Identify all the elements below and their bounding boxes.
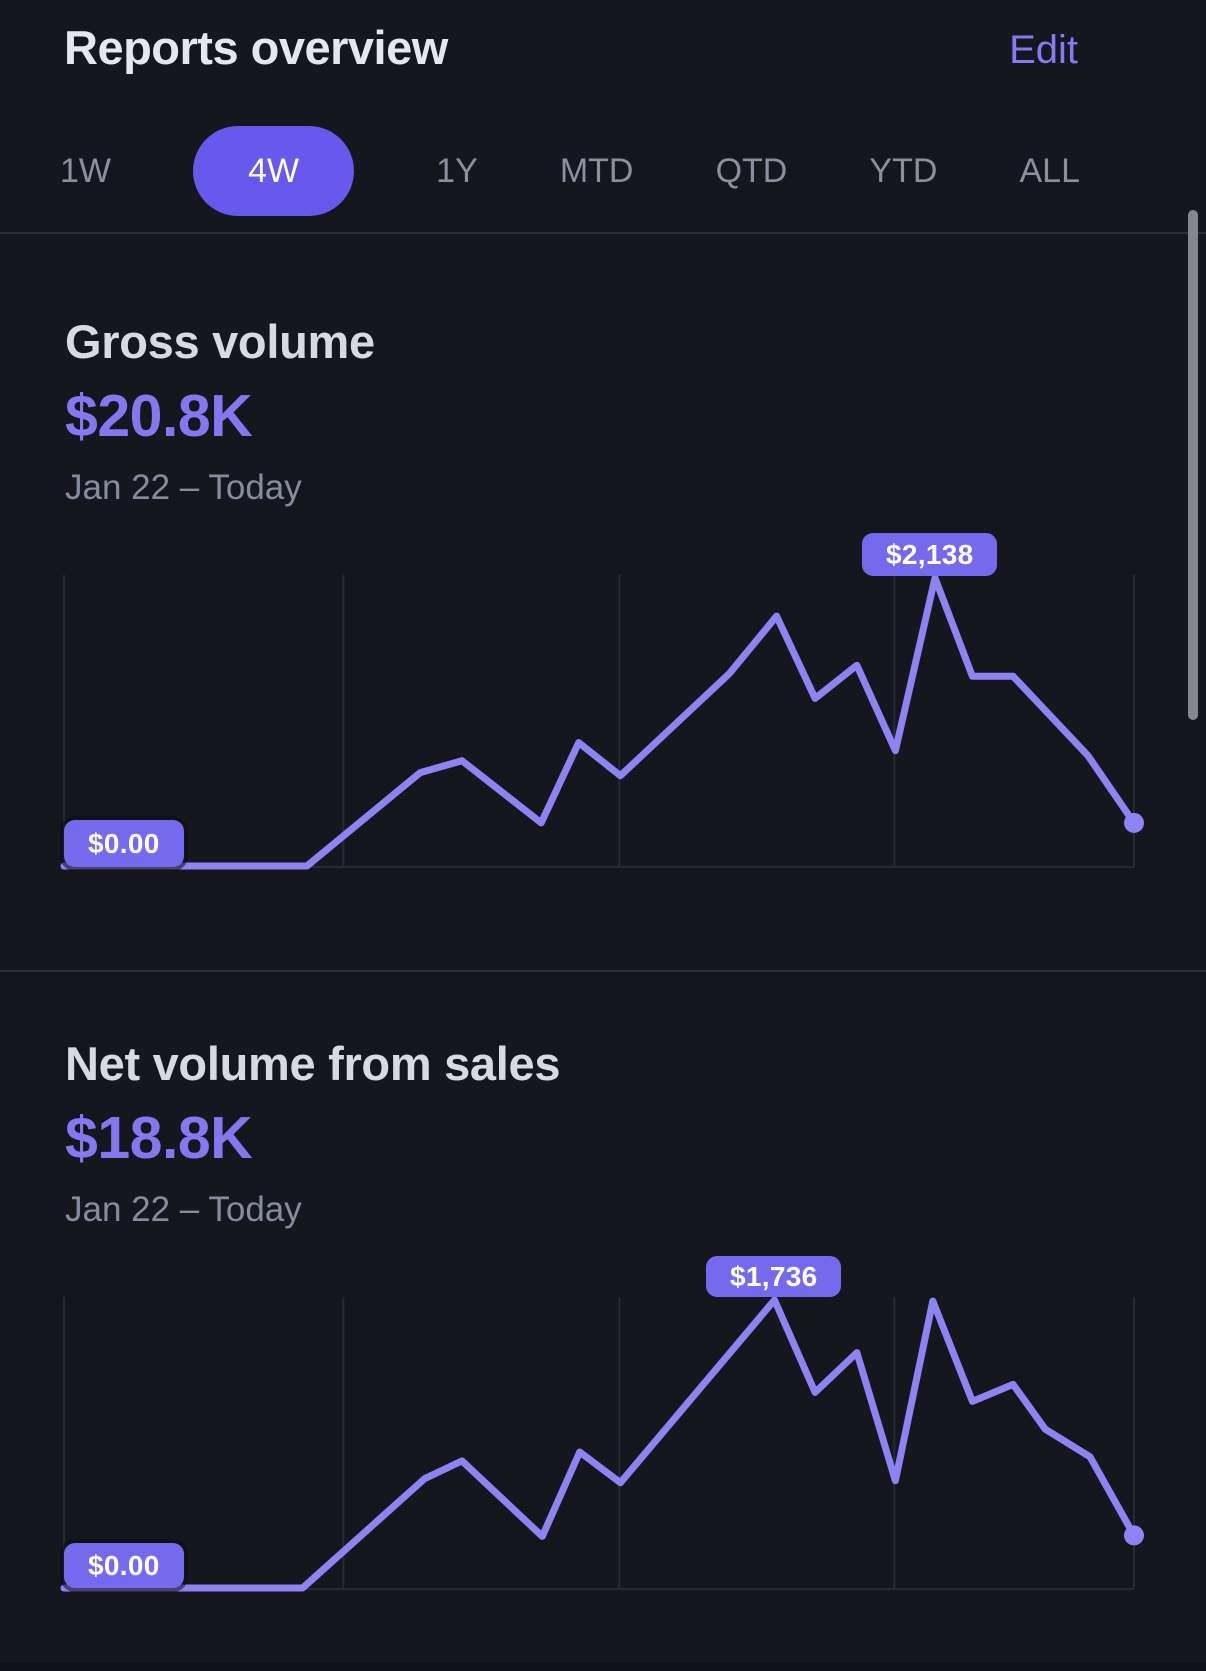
zero-value-badge: $0.00 bbox=[64, 820, 184, 867]
volume-line bbox=[60, 574, 1138, 870]
net-volume-title: Net volume from sales bbox=[65, 1037, 561, 1090]
net-volume-chart[interactable] bbox=[0, 1288, 1206, 1598]
gross-volume-metric: $20.8K bbox=[65, 383, 253, 449]
period-tabbar: 1W 4W 1Y MTD QTD YTD ALL bbox=[60, 126, 1080, 216]
scrollbar-thumb[interactable] bbox=[1188, 210, 1198, 720]
gross-volume-chart[interactable] bbox=[0, 566, 1206, 876]
zero-value-badge: $0.00 bbox=[64, 1543, 184, 1588]
header-divider bbox=[0, 232, 1206, 234]
tab-4w-active[interactable]: 4W bbox=[193, 126, 355, 216]
net-volume-metric: $18.8K bbox=[65, 1105, 253, 1171]
net-volume-date-range: Jan 22 – Today bbox=[65, 1190, 302, 1229]
tab-mtd[interactable]: MTD bbox=[560, 126, 634, 216]
section-divider bbox=[0, 970, 1206, 972]
endpoint-dot bbox=[1124, 812, 1144, 833]
tab-all[interactable]: ALL bbox=[1020, 126, 1081, 216]
tab-qtd[interactable]: QTD bbox=[716, 126, 788, 216]
tab-1w[interactable]: 1W bbox=[60, 126, 111, 216]
gross-volume-date-range: Jan 22 – Today bbox=[65, 468, 302, 507]
peak-value-badge: $1,736 bbox=[706, 1256, 842, 1297]
bottom-section-divider bbox=[0, 1663, 1206, 1671]
endpoint-dot bbox=[1124, 1525, 1144, 1546]
edit-button[interactable]: Edit bbox=[1009, 28, 1078, 72]
gross-volume-chart-svg bbox=[60, 574, 1144, 870]
tab-ytd[interactable]: YTD bbox=[869, 126, 937, 216]
peak-value-badge: $2,138 bbox=[862, 533, 998, 576]
tab-1y[interactable]: 1Y bbox=[436, 126, 478, 216]
net-volume-chart-svg bbox=[60, 1296, 1144, 1592]
page-title: Reports overview bbox=[64, 21, 448, 74]
gross-volume-title: Gross volume bbox=[65, 315, 375, 368]
volume-line bbox=[60, 1296, 1138, 1592]
